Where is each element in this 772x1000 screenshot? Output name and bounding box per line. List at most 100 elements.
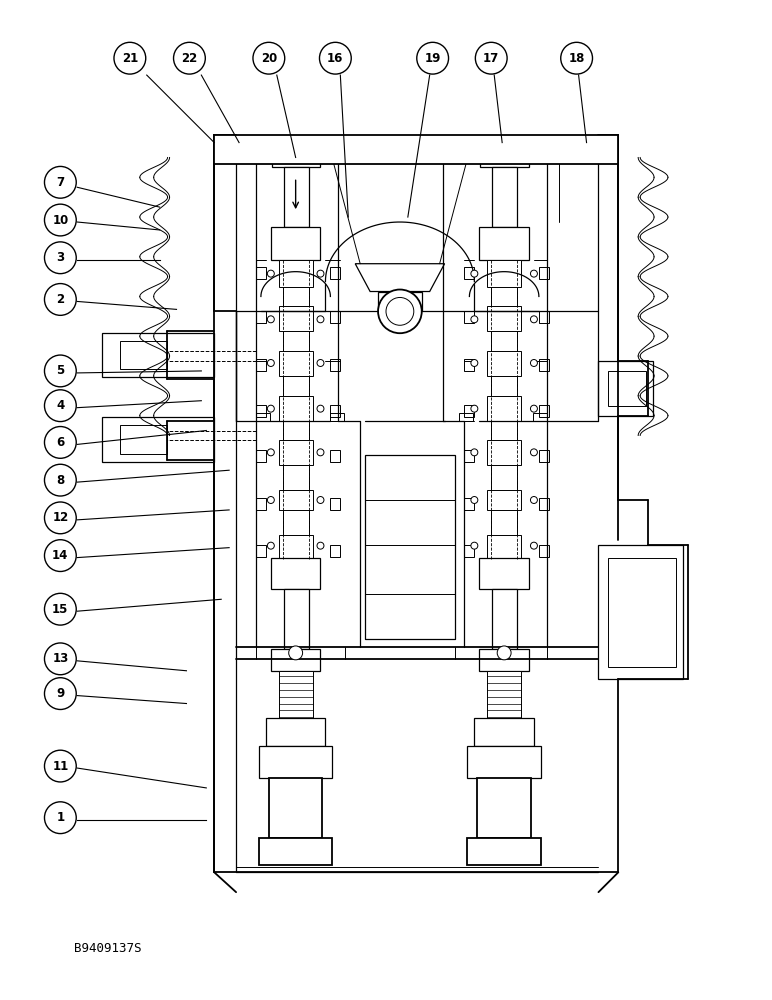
Text: 2: 2 [56,293,64,306]
Circle shape [386,297,414,325]
Bar [330,267,340,279]
Bar [256,413,270,421]
Circle shape [471,270,478,277]
Bar [330,405,340,417]
Bar [330,498,340,510]
Polygon shape [266,718,326,746]
Bar [330,413,344,421]
Text: 7: 7 [56,176,64,189]
Polygon shape [271,227,320,260]
Polygon shape [493,589,517,649]
Polygon shape [479,649,529,671]
Text: 10: 10 [52,214,69,227]
Circle shape [267,449,274,456]
Circle shape [45,166,76,198]
Circle shape [45,593,76,625]
Circle shape [497,646,511,660]
Polygon shape [279,260,313,287]
Circle shape [267,316,274,323]
Bar [465,405,474,417]
Polygon shape [355,264,445,292]
Bar [465,267,474,279]
Circle shape [253,42,285,74]
Polygon shape [279,351,313,376]
Circle shape [317,497,324,503]
Bar [539,311,549,323]
Circle shape [267,270,274,277]
Circle shape [476,42,507,74]
Circle shape [471,497,478,503]
Text: 9: 9 [56,687,65,700]
Text: 14: 14 [52,549,69,562]
Circle shape [317,449,324,456]
Circle shape [45,643,76,675]
Text: 17: 17 [483,52,499,65]
Bar [256,545,266,557]
Polygon shape [120,425,167,454]
Circle shape [320,42,351,74]
Polygon shape [477,778,531,838]
Bar [465,359,474,371]
Text: 12: 12 [52,511,69,524]
Polygon shape [283,331,309,351]
Polygon shape [283,465,309,490]
Polygon shape [284,167,309,227]
Circle shape [114,42,146,74]
Text: 16: 16 [327,52,344,65]
Polygon shape [279,440,313,465]
Polygon shape [608,371,646,406]
Polygon shape [487,535,521,558]
Text: 8: 8 [56,474,65,487]
Circle shape [530,449,537,456]
Bar [465,311,474,323]
Circle shape [471,360,478,366]
Bar [256,311,266,323]
Bar [539,450,549,462]
Polygon shape [480,143,529,167]
Circle shape [45,204,76,236]
Circle shape [317,270,324,277]
Circle shape [471,542,478,549]
Polygon shape [279,535,313,558]
Circle shape [530,497,537,503]
Bar [256,498,266,510]
Bar [539,545,549,557]
Polygon shape [493,167,517,227]
Text: 18: 18 [568,52,585,65]
Polygon shape [487,440,521,465]
Text: 3: 3 [56,251,64,264]
Bar [539,359,549,371]
Polygon shape [283,376,309,396]
Circle shape [317,316,324,323]
Text: 11: 11 [52,760,69,773]
Polygon shape [487,490,521,510]
Circle shape [317,405,324,412]
Polygon shape [467,838,541,865]
Text: 13: 13 [52,652,69,665]
Polygon shape [271,649,320,671]
Circle shape [45,502,76,534]
Bar [330,359,340,371]
Text: 1: 1 [56,811,64,824]
Polygon shape [279,396,313,421]
Circle shape [317,542,324,549]
Polygon shape [487,671,521,718]
Polygon shape [491,421,517,440]
Bar [533,413,547,421]
Circle shape [530,542,537,549]
Polygon shape [378,292,422,311]
Circle shape [45,427,76,458]
Circle shape [45,802,76,834]
Text: 22: 22 [181,52,198,65]
Polygon shape [272,143,320,167]
Polygon shape [102,333,215,377]
Polygon shape [487,396,521,421]
Circle shape [267,542,274,549]
Circle shape [471,405,478,412]
Bar [459,413,473,421]
Circle shape [417,42,449,74]
Text: 6: 6 [56,436,65,449]
Polygon shape [598,545,683,679]
Bar [539,405,549,417]
Text: 21: 21 [122,52,138,65]
